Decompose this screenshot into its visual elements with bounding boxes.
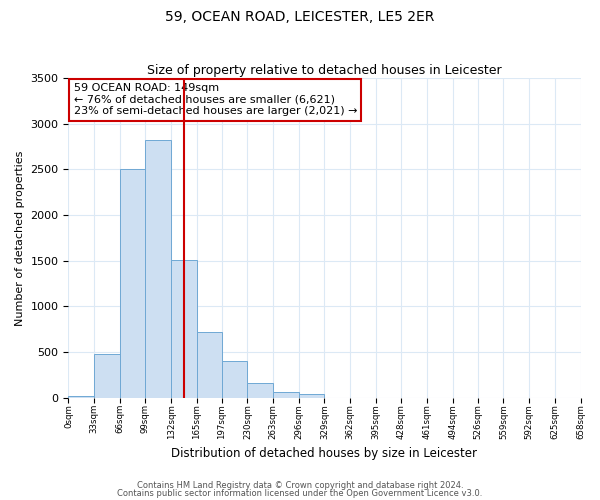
- Bar: [197, 332, 222, 398]
- Bar: [222, 361, 247, 398]
- X-axis label: Distribution of detached houses by size in Leicester: Distribution of detached houses by size …: [172, 447, 478, 460]
- Text: 59 OCEAN ROAD: 149sqm
← 76% of detached houses are smaller (6,621)
23% of semi-d: 59 OCEAN ROAD: 149sqm ← 76% of detached …: [74, 83, 357, 116]
- Bar: [273, 392, 299, 398]
- Bar: [145, 140, 171, 398]
- Text: 59, OCEAN ROAD, LEICESTER, LE5 2ER: 59, OCEAN ROAD, LEICESTER, LE5 2ER: [166, 10, 434, 24]
- Text: Contains public sector information licensed under the Open Government Licence v3: Contains public sector information licen…: [118, 489, 482, 498]
- Bar: [299, 394, 325, 398]
- Y-axis label: Number of detached properties: Number of detached properties: [15, 150, 25, 326]
- Bar: [120, 170, 145, 398]
- Bar: [171, 260, 197, 398]
- Text: Contains HM Land Registry data © Crown copyright and database right 2024.: Contains HM Land Registry data © Crown c…: [137, 480, 463, 490]
- Bar: [247, 384, 273, 398]
- Bar: [68, 396, 94, 398]
- Bar: [94, 354, 120, 398]
- Title: Size of property relative to detached houses in Leicester: Size of property relative to detached ho…: [147, 64, 502, 77]
